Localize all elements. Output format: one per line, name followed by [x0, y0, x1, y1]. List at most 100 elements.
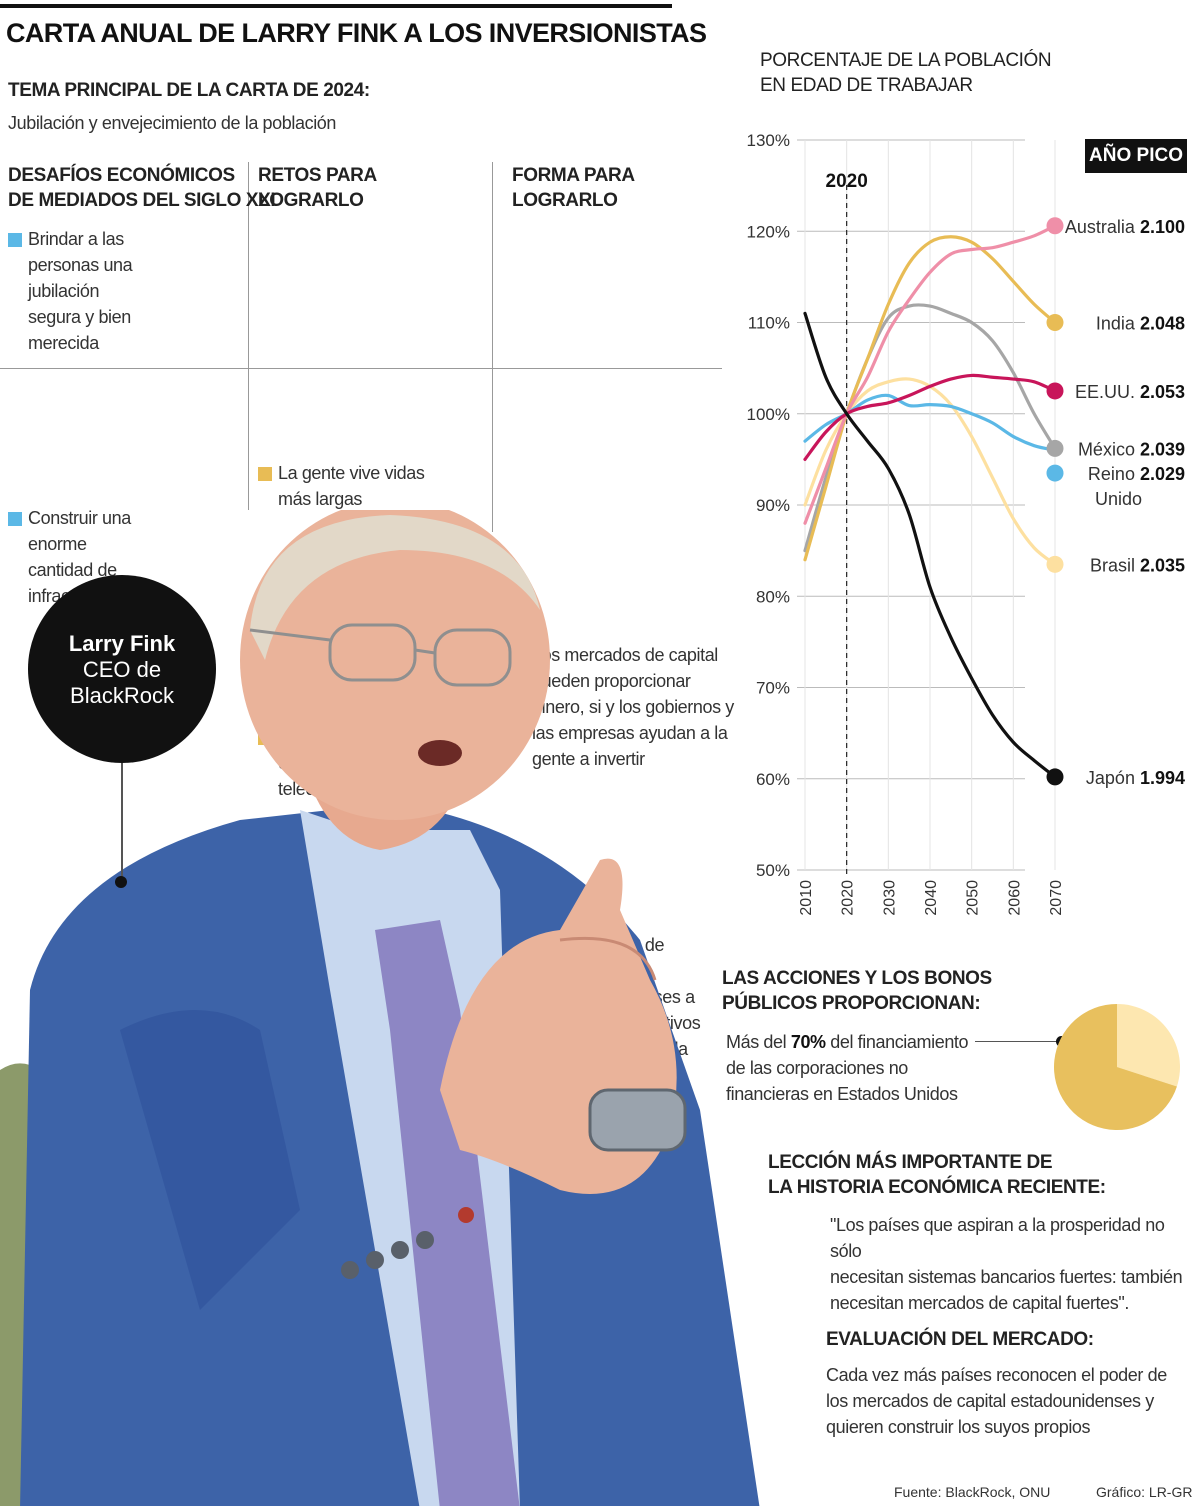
- y-tick-label: 90%: [756, 496, 790, 515]
- y-tick-label: 80%: [756, 587, 790, 606]
- series-peak: 2.035: [1140, 555, 1185, 575]
- series-end-marker: [1046, 555, 1064, 573]
- y-tick-label: 100%: [747, 405, 790, 424]
- lesson-quote: "Los países que aspiran a la prosperidad…: [830, 1215, 1183, 1313]
- person-badge: Larry Fink CEO de BlackRock: [28, 575, 216, 763]
- series-label: EE.UU. 2.053: [1075, 382, 1185, 402]
- series-end-marker: [1046, 382, 1064, 400]
- series-line-jap-n: [803, 311, 1057, 779]
- pie-pointer-line: [975, 1041, 1060, 1042]
- credit-note: Gráfico: LR-GR: [1096, 1484, 1193, 1500]
- list-item: Los mercados de capital pueden proporcion…: [512, 642, 1200, 772]
- pie-chart: [1054, 1004, 1180, 1130]
- y-tick-label: 110%: [748, 314, 790, 333]
- head-shape: [240, 510, 550, 820]
- y-tick-label: 70%: [756, 679, 790, 698]
- legend-title: AÑO PICO: [1085, 139, 1187, 173]
- series-end-marker: [1046, 464, 1064, 482]
- series-peak: 2.039: [1140, 439, 1185, 459]
- series-peak: 1.994: [1140, 768, 1185, 788]
- series-name-line2: Unido: [1095, 489, 1142, 509]
- series-name: México: [1078, 439, 1140, 459]
- series-peak: 2.029: [1140, 464, 1185, 484]
- badge-pointer-line: [121, 763, 123, 881]
- x-tick-label: 2050: [965, 880, 982, 916]
- series-label: Australia 2.100: [1065, 217, 1185, 237]
- glasses-right-lens: [433, 628, 512, 687]
- portrait-illustration: [0, 510, 760, 1506]
- line-chart: 50% 60% 70% 80% 90% 100% 110% 120% 130% 2010 2020 2…: [747, 131, 1185, 916]
- column-heading-retos: RETOS PARA LOGRARLO: [258, 165, 377, 211]
- series-end-marker: [1046, 768, 1064, 786]
- bullet-square: [258, 467, 272, 481]
- lesson-heading: LECCIÓN MÁS IMPORTANTE DE LA HISTORIA ECO…: [768, 1152, 1106, 1198]
- series-name: Brasil: [1090, 555, 1140, 575]
- y-tick-label: 130%: [747, 131, 790, 150]
- series-label: Reino 2.029: [1088, 464, 1185, 484]
- glasses-left-lens: [328, 623, 417, 682]
- hair-shape: [250, 515, 540, 660]
- glasses-bridge: [414, 648, 436, 655]
- page-title: CARTA ANUAL DE LARRY FINK A LOS INVERSIO…: [6, 18, 707, 48]
- series-label: India 2.048: [1096, 314, 1185, 334]
- column-heading-forma: FORMA PARA LOGRARLO: [512, 165, 635, 211]
- glasses-temple: [249, 628, 331, 642]
- source-note: Fuente: BlackRock, ONU: [894, 1484, 1051, 1500]
- series-label: Brasil 2.035: [1090, 555, 1185, 575]
- series-name: Reino: [1088, 464, 1140, 484]
- button-shape: [416, 1231, 434, 1249]
- x-tick-label: 2020: [840, 880, 857, 916]
- series-end-marker: [1046, 217, 1064, 235]
- column-divider-2: [492, 162, 493, 532]
- bullet-square: [8, 512, 22, 526]
- evaluation-text: Cada vez más países reconocen el poder d…: [826, 1365, 1167, 1437]
- x-tick-label: 2030: [881, 880, 898, 916]
- series-name: Japón: [1086, 768, 1140, 788]
- button-shape: [366, 1251, 384, 1269]
- finger-line: [559, 936, 657, 981]
- pie-slice: [1054, 1004, 1177, 1130]
- row-divider: [0, 368, 722, 369]
- list-item: Brindar a las personas una jubilación segur…: [8, 226, 1200, 356]
- series-peak: 2.053: [1140, 382, 1185, 402]
- column-divider-1: [248, 162, 249, 510]
- bonds-text: Más del 70% del financiamiento de las co…: [726, 1032, 969, 1104]
- x-tick-label: 2010: [798, 880, 815, 916]
- series-end-marker: [1046, 439, 1064, 457]
- x-tick-label: 2070: [1048, 880, 1065, 916]
- watch-shape: [588, 1088, 687, 1152]
- series-name: EE.UU.: [1075, 382, 1140, 402]
- series-end-marker: [1046, 314, 1064, 331]
- suit-shade: [120, 1010, 300, 1310]
- person-role: CEO de: [82, 657, 162, 682]
- series-name: Australia: [1065, 217, 1140, 237]
- y-tick-label: 120%: [747, 222, 790, 241]
- series-peak: 2.048: [1140, 314, 1185, 334]
- theme-text: Jubilación y envejecimiento de la poblac…: [8, 113, 337, 133]
- y-tick-label: 50%: [756, 861, 790, 880]
- person-role: BlackRock: [70, 683, 174, 708]
- column-heading-desafios: DESAFÍOS ECONÓMICOS DE MEDIADOS DEL SIGLO…: [8, 165, 276, 211]
- series-name: India: [1096, 314, 1140, 334]
- x-tick-label: 2040: [923, 880, 940, 916]
- bonds-heading: LAS ACCIONES Y LOS BONOS PÚBLICOS PROPORC…: [722, 968, 992, 1014]
- person-name: Larry Fink: [68, 631, 176, 656]
- pie-slice: [1117, 1004, 1180, 1087]
- x-tick-label: 2060: [1006, 880, 1023, 916]
- top-rule: [0, 4, 672, 8]
- y-tick-label: 60%: [756, 770, 790, 789]
- cufflink-shape: [458, 1207, 474, 1223]
- button-shape: [391, 1241, 409, 1259]
- series-label: México 2.039: [1078, 439, 1185, 459]
- reference-label-2020: 2020: [826, 171, 868, 192]
- series-peak: 2.100: [1140, 217, 1185, 237]
- series-label: Japón 1.994: [1086, 768, 1185, 788]
- tie-shape: [375, 920, 520, 1506]
- evaluation-heading: EVALUACIÓN DEL MERCADO:: [826, 1329, 1094, 1350]
- bullet-square: [8, 233, 22, 247]
- button-shape: [341, 1261, 359, 1279]
- theme-heading: TEMA PRINCIPAL DE LA CARTA DE 2024:: [8, 80, 370, 101]
- list-item: La gente vive vidas más largas: [258, 460, 1200, 512]
- badge-pointer-dot: [115, 876, 127, 888]
- chart-title: PORCENTAJE DE LA POBLACIÓN EN EDAD DE TRA…: [760, 50, 1052, 96]
